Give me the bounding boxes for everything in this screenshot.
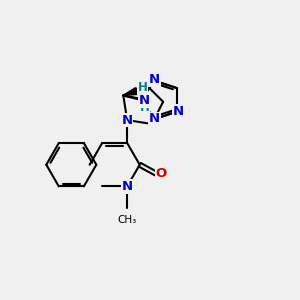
Text: N: N	[173, 105, 184, 118]
Text: N: N	[139, 94, 150, 107]
Polygon shape	[123, 88, 138, 95]
Text: N: N	[149, 112, 160, 125]
Text: N: N	[122, 180, 133, 193]
Text: O: O	[156, 167, 167, 180]
Text: CH₃: CH₃	[118, 215, 137, 225]
Text: N: N	[149, 73, 160, 86]
Text: N: N	[122, 114, 133, 127]
Text: H: H	[137, 81, 147, 94]
Text: H: H	[140, 101, 149, 114]
